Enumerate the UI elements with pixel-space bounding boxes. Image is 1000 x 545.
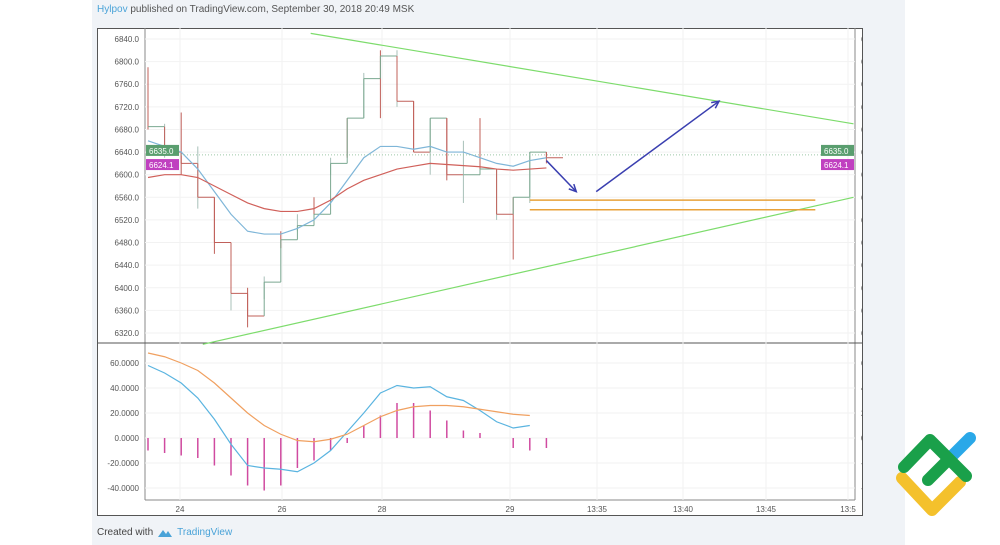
indicator-tick-left: 40.0000 [110, 384, 139, 393]
price-tick-right: 6440.0 [861, 261, 863, 270]
price-tick-left: 6840.0 [115, 35, 140, 44]
time-tick: 13:5 [840, 505, 856, 514]
annotation-arrow [545, 160, 577, 193]
last-price-label-bg [146, 144, 179, 156]
last-price-label: 6635.0 [149, 147, 174, 156]
price-tick-left: 6680.0 [115, 125, 140, 134]
price-tick-left: 6440.0 [115, 261, 140, 270]
indicator-tick-right: 20.0000 [861, 409, 863, 418]
ma-value-label: 6624.1 [824, 161, 849, 170]
indicator-tick-left: -40.0000 [107, 484, 139, 493]
time-tick: 24 [176, 505, 185, 514]
price-tick-right: 6520.0 [861, 216, 863, 225]
price-tick-right: 6680.0 [861, 125, 863, 134]
arrow-head [568, 183, 578, 193]
price-tick-left: 6800.0 [115, 58, 140, 67]
price-tick-left: 6520.0 [115, 216, 140, 225]
ma-value-label-bg [821, 159, 854, 171]
created-with-label: Created with [97, 527, 154, 538]
ma-fast-line [147, 140, 547, 235]
last-price-label-bg [821, 144, 854, 156]
trendline-support [202, 196, 854, 345]
ma-value-label: 6624.1 [149, 161, 174, 170]
price-tick-right: 6320.0 [861, 329, 863, 338]
price-tick-right: 6720.0 [861, 103, 863, 112]
price-tick-left: 6600.0 [115, 171, 140, 180]
price-tick-right: 6400.0 [861, 284, 863, 293]
indicator-tick-left: 0.0000 [115, 434, 140, 443]
indicator-tick-left: 60.0000 [110, 359, 139, 368]
price-tick-left: 6640.0 [115, 148, 140, 157]
time-tick: 28 [378, 505, 387, 514]
ma-value-label-bg [146, 159, 179, 171]
price-tick-right: 6800.0 [861, 58, 863, 67]
publish-info: published on TradingView.com, September … [130, 4, 415, 15]
publish-header: Hylpov published on TradingView.com, Sep… [97, 4, 414, 15]
price-tick-right: 6480.0 [861, 239, 863, 248]
tradingview-link[interactable]: TradingView [177, 527, 233, 538]
author-link[interactable]: Hylpov [97, 4, 128, 15]
indicator-tick-right: 0.0000 [861, 434, 863, 443]
tradingview-logo-icon [158, 529, 173, 537]
price-tick-right: 6360.0 [861, 306, 863, 315]
price-tick-left: 6560.0 [115, 193, 140, 202]
price-tick-left: 6720.0 [115, 103, 140, 112]
indicator-tick-right: -40.0000 [861, 484, 863, 493]
arrow-head [711, 100, 721, 109]
price-tick-left: 6360.0 [115, 306, 140, 315]
signal-line [147, 352, 530, 443]
annotation-arrow [595, 100, 720, 193]
price-tick-left: 6760.0 [115, 80, 140, 89]
time-tick: 26 [278, 505, 287, 514]
price-chart[interactable]: 6840.0 6840.0 6800.0 6800.0 6760.0 6760.0 6720… [97, 28, 863, 518]
time-tick: 13:40 [673, 505, 694, 514]
price-tick-left: 6400.0 [115, 284, 140, 293]
price-tick-right: 6640.0 [861, 148, 863, 157]
footer: Created with TradingView [97, 527, 232, 538]
price-tick-right: 6840.0 [861, 35, 863, 44]
last-price-label: 6635.0 [824, 147, 849, 156]
macd-line [147, 364, 530, 473]
watermark-logo-icon [896, 432, 976, 516]
price-tick-right: 6560.0 [861, 193, 863, 202]
indicator-tick-right: -20.0000 [861, 459, 863, 468]
price-tick-left: 6320.0 [115, 329, 140, 338]
time-tick: 13:45 [756, 505, 777, 514]
indicator-tick-right: 40.0000 [861, 384, 863, 393]
price-tick-right: 6760.0 [861, 80, 863, 89]
trendline-resistance [310, 32, 854, 125]
time-tick: 13:35 [587, 505, 608, 514]
price-tick-left: 6480.0 [115, 239, 140, 248]
indicator-tick-left: 20.0000 [110, 409, 139, 418]
indicator-tick-left: -20.0000 [107, 459, 139, 468]
ma-slow-line [147, 162, 547, 213]
chart-background [97, 28, 863, 516]
time-tick: 29 [506, 505, 515, 514]
price-tick-right: 6600.0 [861, 171, 863, 180]
indicator-tick-right: 60.0000 [861, 359, 863, 368]
